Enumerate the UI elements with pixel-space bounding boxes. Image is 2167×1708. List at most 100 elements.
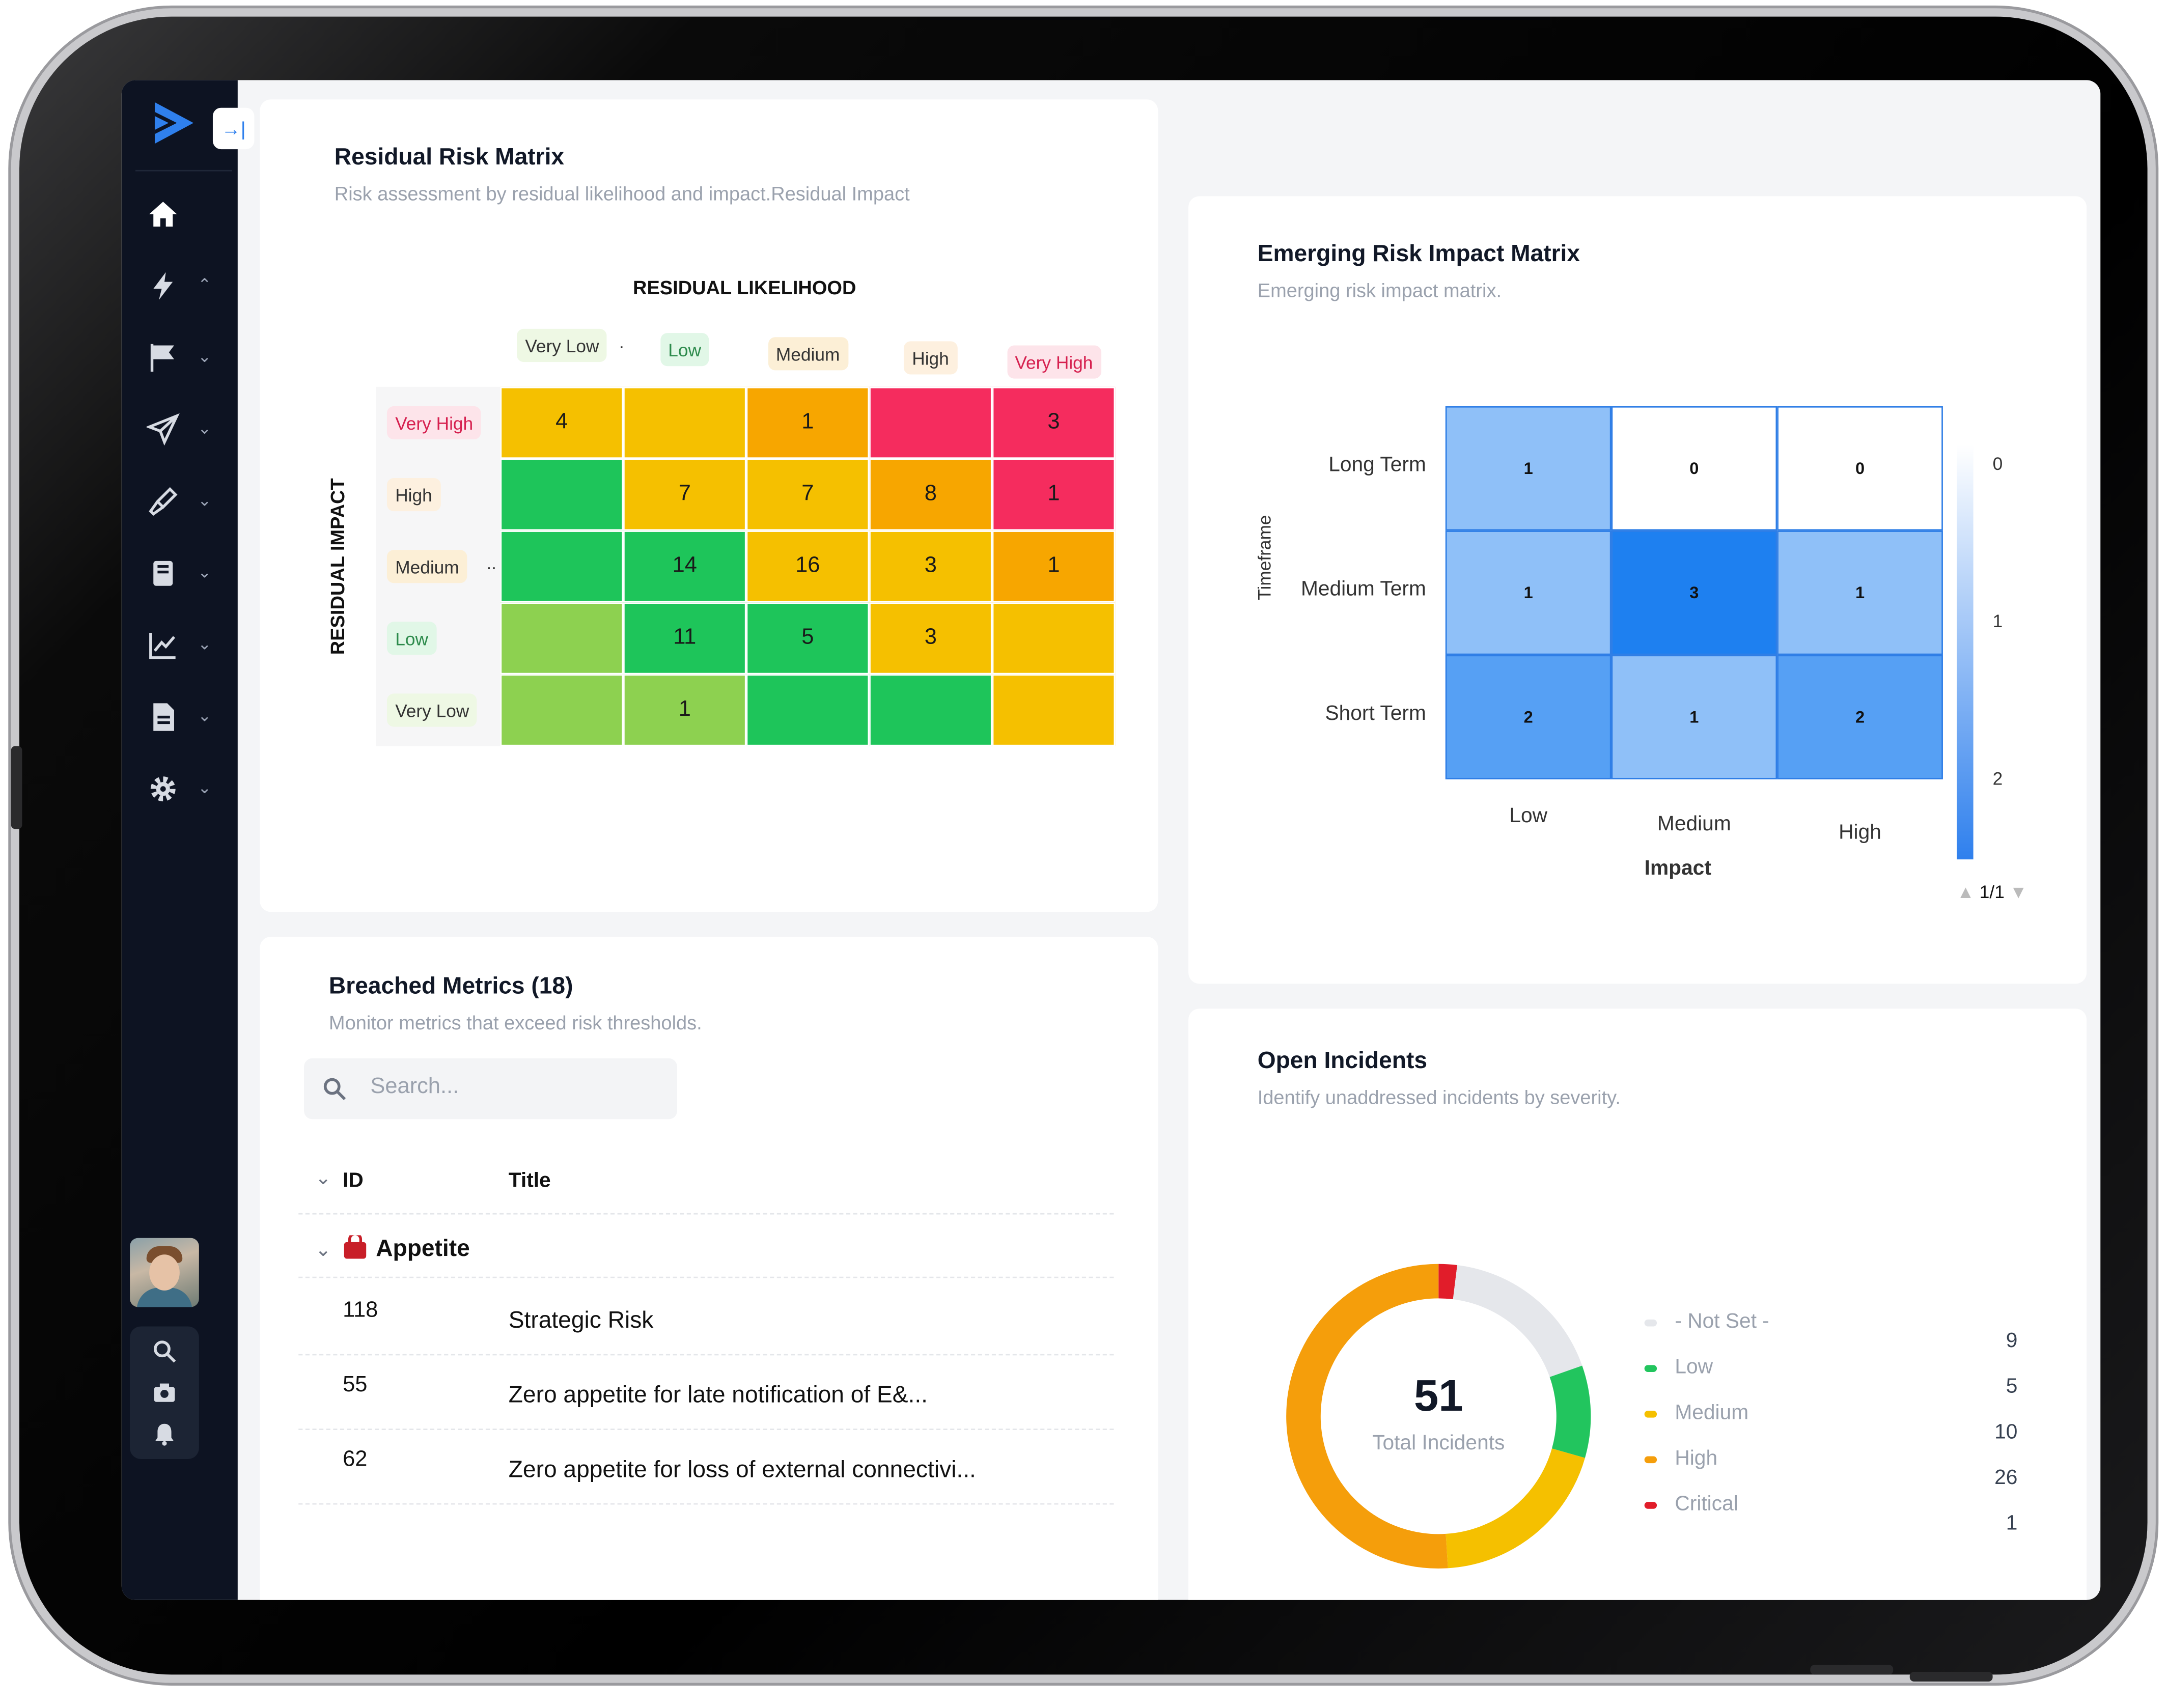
heatmap-cell[interactable]: 0 (1611, 406, 1777, 531)
matrix-cell[interactable] (500, 530, 624, 603)
sidebar-collapse-button[interactable]: →| (212, 107, 255, 150)
y-axis-title: Timeframe (1254, 515, 1275, 600)
heatmap-cell[interactable]: 1 (1611, 655, 1777, 779)
matrix-cell[interactable]: 1 (992, 459, 1116, 531)
table-row[interactable] (298, 1287, 1114, 1354)
heatmap-cell[interactable]: 1 (1445, 530, 1612, 655)
legend-swatch (1644, 1456, 1657, 1464)
metric-title[interactable]: Zero appetite for late notification of E… (508, 1382, 928, 1408)
book-icon (153, 561, 173, 586)
matrix-cell[interactable]: 1 (992, 530, 1116, 603)
heatmap-cell[interactable]: 2 (1445, 655, 1612, 779)
chevron-down-icon: ⌄ (198, 562, 212, 582)
legend-label[interactable]: Low (1675, 1355, 1713, 1379)
column-label: High (903, 341, 958, 375)
pager-prev[interactable]: ▲ (1957, 881, 1975, 903)
nav-send[interactable]: ⌄ (122, 409, 238, 450)
matrix-cell[interactable] (869, 674, 992, 746)
metric-id: 62 (343, 1448, 368, 1472)
screen: →| ⌃ ⌄ ⌄ ⌄ ⌄ (121, 80, 2101, 1600)
matrix-cell[interactable]: 11 (623, 602, 746, 675)
card-subtitle: Emerging risk impact matrix. (1257, 279, 1502, 301)
column-label: Low (659, 333, 710, 367)
open-incidents-card: Open Incidents Identify unaddressed inci… (1188, 1009, 2087, 1600)
nav-settings[interactable]: ⌄ (122, 768, 238, 809)
chevron-down-icon[interactable]: ⌄ (315, 1238, 331, 1261)
matrix-cell[interactable] (500, 602, 624, 675)
row-divider (298, 1429, 1114, 1431)
group-label[interactable]: Appetite (376, 1235, 470, 1262)
matrix-cell[interactable] (500, 674, 624, 746)
search-input[interactable]: Search... (304, 1058, 677, 1119)
donut-slice[interactable] (1438, 1264, 1458, 1300)
matrix-cell[interactable] (746, 674, 870, 746)
column-header-title[interactable]: Title (508, 1169, 551, 1193)
matrix-cell[interactable]: 3 (992, 386, 1116, 459)
donut-slice[interactable] (1549, 1365, 1591, 1458)
matrix-cell[interactable]: 7 (623, 459, 746, 531)
matrix-cell[interactable]: 7 (746, 459, 870, 531)
matrix-cell[interactable]: 1 (746, 386, 870, 459)
bell-icon[interactable] (151, 1420, 178, 1448)
camera-icon[interactable] (151, 1379, 178, 1407)
metric-title[interactable]: Strategic Risk (508, 1307, 654, 1334)
matrix-cell[interactable] (869, 386, 992, 459)
row-label: Medium (386, 550, 468, 583)
matrix-cell[interactable]: 4 (500, 386, 624, 459)
legend-label[interactable]: Medium (1675, 1401, 1749, 1425)
nav-tools[interactable]: ⌄ (122, 481, 238, 522)
matrix-cell[interactable]: 1 (623, 674, 746, 746)
legend-label[interactable]: High (1675, 1446, 1718, 1470)
matrix-cell[interactable]: 14 (623, 530, 746, 603)
group-divider (298, 1276, 1114, 1279)
search-placeholder: Search... (370, 1075, 459, 1099)
chevron-down-icon: ⌄ (198, 418, 212, 438)
matrix-cell[interactable]: 16 (746, 530, 870, 603)
metric-title[interactable]: Zero appetite for loss of external conne… (508, 1456, 976, 1483)
heatmap-cell[interactable]: 3 (1611, 530, 1777, 655)
nav-analytics[interactable]: ⌄ (122, 625, 238, 666)
donut-slice[interactable] (1453, 1265, 1582, 1378)
legend-label[interactable]: - Not Set - (1675, 1309, 1769, 1334)
legend-swatch (1644, 1319, 1657, 1327)
heatmap-cell[interactable]: 1 (1777, 530, 1943, 655)
nav-documents[interactable]: ⌄ (122, 696, 238, 738)
search-icon[interactable] (151, 1337, 178, 1365)
heatmap-cell[interactable]: 0 (1777, 406, 1943, 531)
legend-value: 9 (2006, 1329, 2018, 1353)
donut-slice[interactable] (1445, 1448, 1585, 1569)
nav-events[interactable]: ⌃ (122, 265, 238, 306)
matrix-cell[interactable] (992, 602, 1116, 675)
user-avatar[interactable] (130, 1238, 199, 1307)
nav-library[interactable]: ⌄ (122, 553, 238, 594)
app-logo[interactable] (149, 99, 196, 146)
column-header-id[interactable]: ID (343, 1169, 364, 1193)
matrix-cell[interactable] (623, 386, 746, 459)
legend-label[interactable]: Critical (1675, 1492, 1738, 1516)
matrix-cell[interactable] (992, 674, 1116, 746)
row-label: Medium Term (1300, 577, 1426, 601)
matrix-cell[interactable]: 3 (869, 602, 992, 675)
chevron-down-icon: ⌄ (198, 347, 212, 367)
nav-home[interactable] (122, 193, 238, 235)
volume-up-button (1810, 1665, 1894, 1675)
matrix-cell[interactable]: 5 (746, 602, 870, 675)
chevron-down-icon: ⌄ (198, 490, 212, 510)
donut-slice[interactable] (1286, 1264, 1448, 1569)
pager-next[interactable]: ▼ (2009, 881, 2027, 903)
matrix-cell[interactable] (500, 459, 624, 531)
card-title: Breached Metrics (18) (328, 972, 573, 999)
chevron-down-icon[interactable]: ⌄ (315, 1166, 331, 1189)
chevron-up-icon: ⌃ (198, 275, 212, 295)
color-scale-bar (1957, 444, 1974, 860)
volume-down-button (1909, 1671, 1993, 1682)
nav-flags[interactable]: ⌄ (122, 337, 238, 378)
residual-risk-card: Residual Risk Matrix Risk assessment by … (260, 99, 1158, 912)
matrix-cell[interactable]: 3 (869, 530, 992, 603)
column-label: High (1839, 821, 1881, 845)
metric-id: 118 (343, 1299, 378, 1323)
eyedropper-icon (149, 487, 178, 516)
matrix-cell[interactable]: 8 (869, 459, 992, 531)
heatmap-cell[interactable]: 2 (1777, 655, 1943, 779)
heatmap-cell[interactable]: 1 (1445, 406, 1612, 531)
